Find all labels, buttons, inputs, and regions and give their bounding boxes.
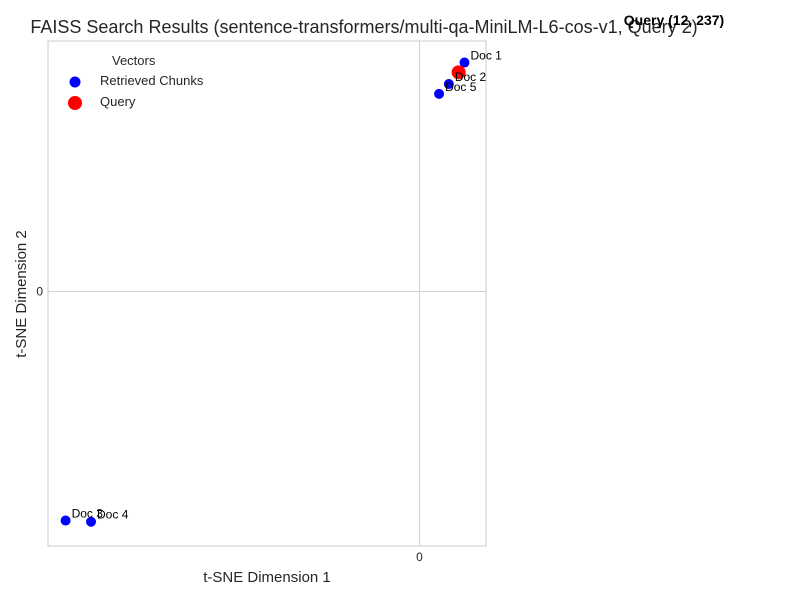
query-point	[451, 65, 466, 80]
point-label: Doc 1	[470, 49, 502, 63]
legend-label-query: Query	[100, 94, 136, 109]
y-tick-label: 0	[36, 285, 43, 299]
query-annotation: Query (12, 237)	[624, 12, 724, 28]
legend-marker-retrieved-chunks	[69, 76, 81, 88]
retrieved-chunk-point	[86, 516, 97, 527]
legend-marker-query	[68, 96, 82, 110]
point-label: Doc 5	[445, 80, 477, 94]
retrieved-chunk-point	[434, 88, 445, 99]
y-axis-label: t-SNE Dimension 2	[13, 230, 30, 358]
point-label: Doc 2	[455, 70, 487, 84]
data-points	[60, 57, 470, 527]
point-label: Doc 3	[72, 507, 104, 521]
grid-lines	[48, 41, 486, 546]
plot-area	[47, 40, 487, 547]
retrieved-chunk-point	[60, 515, 71, 526]
tick-labels: 00	[36, 285, 423, 564]
legend-label-retrieved-chunks: Retrieved Chunks	[100, 73, 204, 88]
retrieved-chunk-point	[459, 57, 470, 68]
retrieved-chunk-point	[443, 79, 454, 90]
x-tick-label: 0	[416, 550, 423, 564]
x-axis-label: t-SNE Dimension 1	[203, 569, 331, 586]
point-label: Doc 4	[97, 508, 129, 522]
legend: Vectors Retrieved Chunks Query	[68, 53, 204, 110]
legend-title: Vectors	[112, 53, 156, 68]
chart-title: FAISS Search Results (sentence-transform…	[30, 17, 697, 37]
